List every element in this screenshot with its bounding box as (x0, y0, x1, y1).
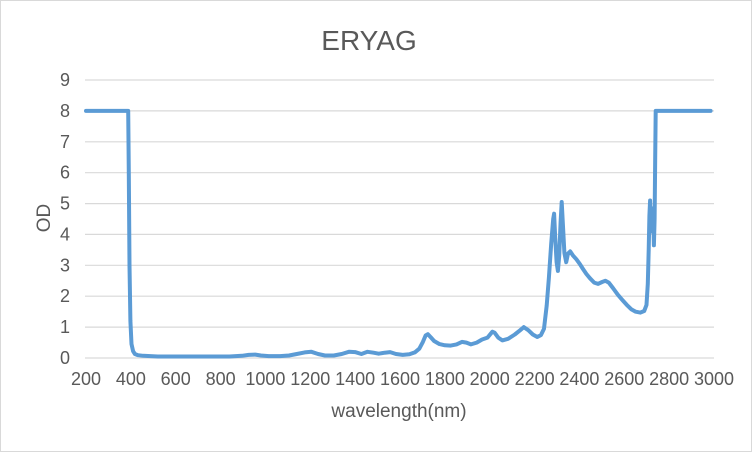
x-tick-label: 2600 (604, 369, 644, 389)
x-tick-label: 1400 (335, 369, 375, 389)
y-axis-title: OD (34, 203, 55, 233)
x-tick-label: 2000 (470, 369, 510, 389)
x-tick-label: 2200 (515, 369, 555, 389)
x-tick-label: 2800 (649, 369, 689, 389)
y-tick-label: 3 (60, 255, 70, 275)
y-tick-label: 0 (60, 348, 70, 368)
y-tick-label: 8 (60, 101, 70, 121)
series-line (84, 108, 713, 359)
x-tick-label: 1600 (380, 369, 420, 389)
x-tick-label: 1200 (290, 369, 330, 389)
x-tick-label: 200 (71, 369, 101, 389)
x-tick-label: 1800 (425, 369, 465, 389)
x-axis-title: wavelength(nm) (331, 401, 467, 422)
y-tick-label: 9 (60, 70, 70, 90)
x-tick-label: 400 (116, 369, 146, 389)
y-tick-label: 2 (60, 286, 70, 306)
y-tick-label: 1 (60, 317, 70, 337)
y-tick-label: 5 (60, 194, 70, 214)
y-tick-label: 4 (60, 224, 70, 244)
y-tick-label: 6 (60, 163, 70, 183)
x-tick-label: 3000 (694, 369, 734, 389)
x-tick-label: 600 (161, 369, 191, 389)
x-tick-label: 800 (206, 369, 236, 389)
x-tick-label: 2400 (559, 369, 599, 389)
chart-title: ERYAG (321, 25, 417, 56)
y-tick-label: 7 (60, 132, 70, 152)
x-tick-label: 1000 (245, 369, 285, 389)
